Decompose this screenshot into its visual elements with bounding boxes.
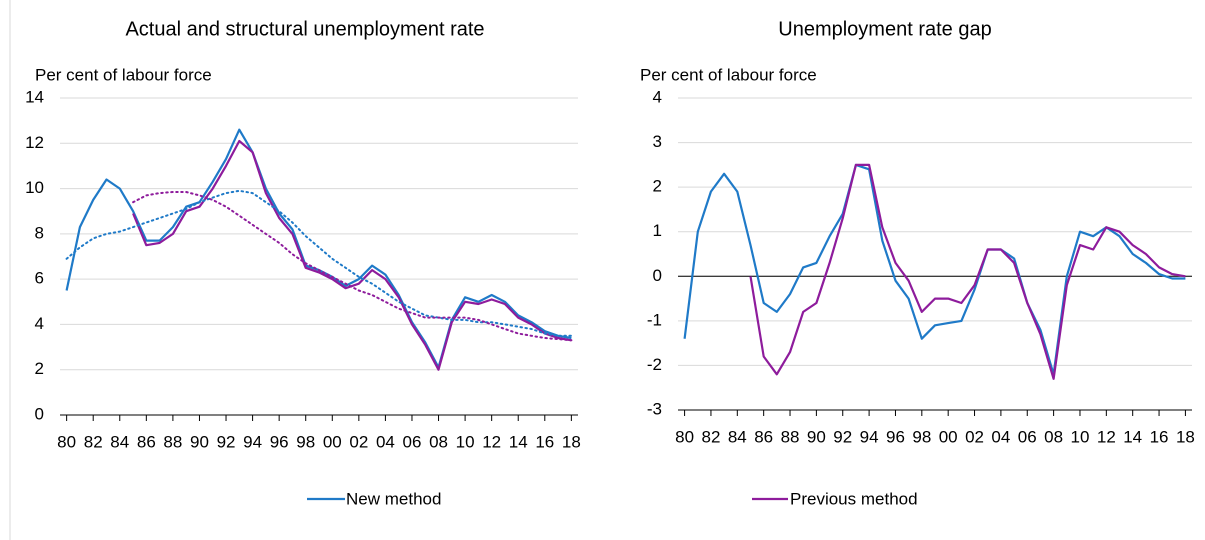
- y-tick-label: 10: [25, 178, 44, 197]
- y-tick-label: 1: [653, 221, 662, 240]
- x-tick-label: 86: [137, 432, 156, 451]
- y-tick-label: -1: [647, 310, 662, 329]
- y-axis-label: Per cent of labour force: [640, 65, 817, 84]
- x-tick-label: 16: [1150, 427, 1169, 446]
- x-tick-label: 12: [1097, 427, 1116, 446]
- y-tick-label: 2: [35, 359, 44, 378]
- x-tick-label: 00: [323, 432, 342, 451]
- x-tick-label: 08: [1044, 427, 1063, 446]
- x-tick-label: 08: [429, 432, 448, 451]
- x-tick-label: 86: [754, 427, 773, 446]
- x-tick-label: 80: [57, 432, 76, 451]
- x-tick-label: 84: [728, 427, 747, 446]
- series-line: [65, 128, 572, 369]
- x-tick-label: 88: [163, 432, 182, 451]
- x-tick-label: 92: [217, 432, 236, 451]
- x-tick-label: 16: [535, 432, 554, 451]
- x-tick-label: 06: [1018, 427, 1037, 446]
- x-tick-label: 10: [1071, 427, 1090, 446]
- x-tick-label: 06: [403, 432, 422, 451]
- legend-label: Previous method: [790, 489, 918, 508]
- series-line: [132, 191, 573, 342]
- y-tick-label: 3: [653, 132, 662, 151]
- x-tick-label: 00: [939, 427, 958, 446]
- x-tick-label: 18: [1176, 427, 1195, 446]
- y-tick-label: 14: [25, 87, 44, 106]
- y-tick-label: -2: [647, 355, 662, 374]
- x-tick-label: 98: [296, 432, 315, 451]
- y-tick-label: 0: [653, 266, 662, 285]
- x-tick-label: 02: [965, 427, 984, 446]
- x-tick-label: 10: [456, 432, 475, 451]
- x-tick-label: 90: [190, 432, 209, 451]
- series-line: [749, 163, 1186, 380]
- series-line: [65, 189, 573, 337]
- x-tick-label: 90: [807, 427, 826, 446]
- x-tick-label: 98: [912, 427, 931, 446]
- y-tick-label: 12: [25, 133, 44, 152]
- series-line: [132, 139, 572, 371]
- x-tick-label: 96: [886, 427, 905, 446]
- x-tick-label: 88: [781, 427, 800, 446]
- x-tick-label: 02: [349, 432, 368, 451]
- y-tick-label: 4: [35, 314, 44, 333]
- y-axis-label: Per cent of labour force: [35, 65, 212, 84]
- x-tick-label: 04: [376, 432, 395, 451]
- x-tick-label: 14: [509, 432, 528, 451]
- y-tick-label: 0: [35, 404, 44, 423]
- x-tick-label: 12: [482, 432, 501, 451]
- y-tick-label: -3: [647, 399, 662, 418]
- y-tick-label: 6: [35, 269, 44, 288]
- legend-label: New method: [346, 489, 441, 508]
- y-tick-label: 2: [653, 177, 662, 196]
- y-tick-label: 4: [653, 87, 662, 106]
- x-tick-label: 94: [243, 432, 262, 451]
- chart-title: Actual and structural unemployment rate: [125, 18, 484, 40]
- x-tick-label: 04: [991, 427, 1010, 446]
- x-tick-label: 82: [84, 432, 103, 451]
- x-tick-label: 18: [562, 432, 581, 451]
- x-tick-label: 92: [833, 427, 852, 446]
- chart-title: Unemployment rate gap: [778, 18, 991, 40]
- series-line: [683, 163, 1186, 376]
- x-tick-label: 82: [701, 427, 720, 446]
- y-tick-label: 8: [35, 223, 44, 242]
- x-tick-label: 84: [110, 432, 129, 451]
- x-tick-label: 96: [270, 432, 289, 451]
- x-tick-label: 94: [860, 427, 879, 446]
- x-tick-label: 14: [1123, 427, 1142, 446]
- x-tick-label: 80: [675, 427, 694, 446]
